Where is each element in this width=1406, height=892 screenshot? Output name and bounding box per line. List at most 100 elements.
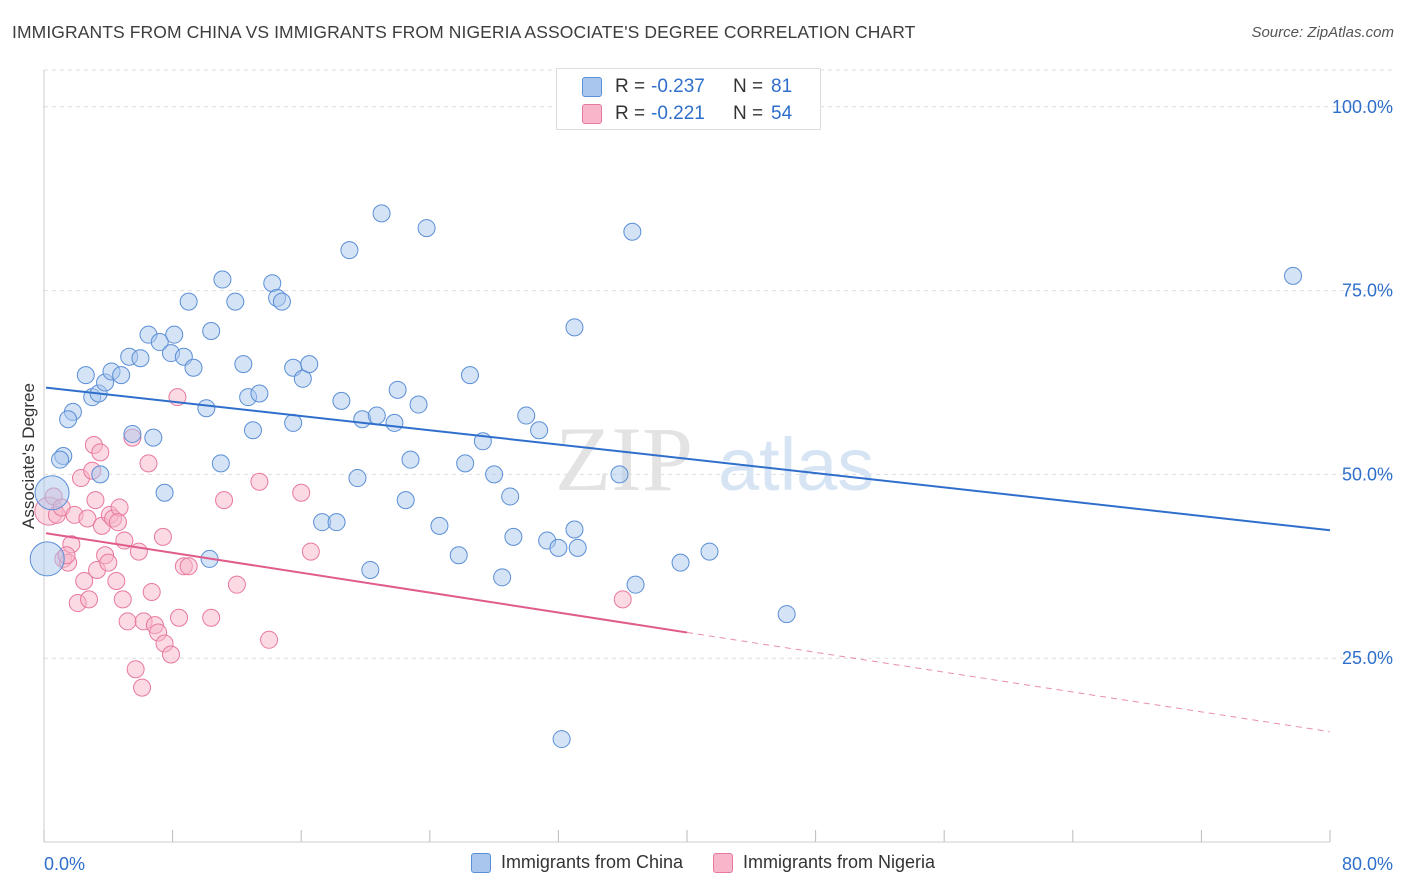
china-point: [610, 465, 629, 484]
x-tick-label-min: 0.0%: [44, 854, 85, 874]
nigeria-point: [86, 491, 105, 510]
china-point: [112, 366, 131, 385]
china-point: [150, 333, 169, 352]
china-point: [409, 395, 428, 414]
r-value-china: -0.237: [651, 76, 705, 97]
chart-title: IMMIGRANTS FROM CHINA VS IMMIGRANTS FROM…: [12, 22, 916, 42]
nigeria-point: [118, 612, 137, 631]
nigeria-point: [142, 583, 161, 602]
axes: [43, 70, 1331, 843]
nigeria-point: [260, 630, 279, 649]
legend-china-swatch: [470, 852, 491, 873]
nigeria-point: [107, 571, 126, 590]
n-value-nigeria: 54: [771, 103, 793, 124]
china-point: [29, 541, 65, 577]
china-point: [493, 568, 512, 587]
r-label: R =: [615, 103, 646, 124]
nigeria-point: [161, 645, 180, 664]
china-point: [501, 487, 520, 506]
nigeria-point: [91, 443, 110, 462]
nigeria-point: [78, 509, 97, 528]
china-point: [1284, 266, 1303, 285]
r-value-nigeria: -0.221: [651, 103, 705, 124]
china-point: [327, 513, 346, 532]
y-tick-label: 100.0%: [1332, 97, 1393, 117]
china-point: [300, 355, 319, 374]
y-tick-label: 75.0%: [1342, 281, 1393, 301]
china-point: [59, 410, 78, 429]
china-point: [777, 605, 796, 624]
china-point: [272, 292, 291, 311]
nigeria-swatch: [582, 104, 602, 124]
china-point: [184, 358, 203, 377]
y-tick-label: 25.0%: [1342, 648, 1393, 668]
nigeria-point: [215, 491, 234, 510]
china-point: [568, 538, 587, 557]
source-credit: Source: ZipAtlas.com: [1251, 24, 1394, 41]
legend-item-china[interactable]: Immigrants from China: [470, 852, 683, 873]
china-trend-line: [45, 386, 1331, 532]
china-point: [243, 421, 262, 440]
china-point: [165, 325, 184, 344]
china-point: [623, 222, 642, 241]
nigeria-point: [80, 590, 99, 609]
nigeria-point: [179, 557, 198, 576]
china-point: [460, 366, 479, 385]
nigeria-point: [202, 608, 221, 627]
stats-legend: R = -0.237 N = 81 R = -0.221 N = 54: [556, 68, 821, 130]
china-point: [456, 454, 475, 473]
watermark: ZIP atlas: [555, 408, 874, 510]
china-point: [552, 730, 571, 749]
china-point: [155, 483, 174, 502]
china-point: [530, 421, 549, 440]
nigeria-point: [153, 527, 172, 546]
china-point: [504, 527, 523, 546]
china-point: [213, 270, 232, 289]
nigeria-point: [301, 542, 320, 561]
china-point: [51, 450, 70, 469]
nigeria-point: [139, 454, 158, 473]
nigeria-trend-extension: [686, 631, 1331, 733]
legend-nigeria-swatch: [713, 852, 733, 873]
legend-nigeria-label: Immigrants from Nigeria: [743, 852, 936, 872]
nigeria-trend-line: [45, 532, 688, 634]
nigeria-point: [108, 513, 127, 532]
china-point: [76, 366, 95, 385]
legend-item-nigeria[interactable]: Immigrants from Nigeria: [713, 852, 935, 873]
china-point: [202, 322, 221, 341]
china-point: [626, 575, 645, 594]
china-point: [91, 465, 110, 484]
legend-china-label: Immigrants from China: [500, 852, 683, 872]
nigeria-point: [126, 660, 145, 679]
china-point: [517, 406, 536, 425]
china-point: [226, 292, 245, 311]
nigeria-points: [34, 388, 632, 697]
china-point: [348, 469, 367, 488]
china-point: [211, 454, 230, 473]
china-point: [332, 391, 351, 410]
n-value-china: 81: [771, 76, 793, 97]
y-axis-label: Associate's Degree: [19, 383, 38, 529]
china-point: [671, 553, 690, 572]
china-swatch: [582, 77, 602, 97]
nigeria-point: [129, 542, 148, 561]
china-point: [549, 538, 568, 557]
china-point: [367, 406, 386, 425]
china-point: [401, 450, 420, 469]
n-label: N =: [733, 76, 764, 97]
china-point: [34, 475, 70, 511]
tick-labels: 25.0% 50.0% 75.0% 100.0% 0.0% 80.0%: [44, 97, 1393, 874]
china-point: [361, 560, 380, 579]
r-label: R =: [615, 76, 646, 97]
stats-row-nigeria: R = -0.221 N = 54: [557, 100, 820, 128]
china-point: [372, 204, 391, 223]
china-point: [396, 491, 415, 510]
y-tick-label: 50.0%: [1342, 464, 1393, 484]
china-point: [388, 380, 407, 399]
china-point: [449, 546, 468, 565]
nigeria-point: [133, 678, 152, 697]
china-point: [250, 384, 269, 403]
nigeria-point: [170, 608, 189, 627]
china-point: [340, 241, 359, 260]
